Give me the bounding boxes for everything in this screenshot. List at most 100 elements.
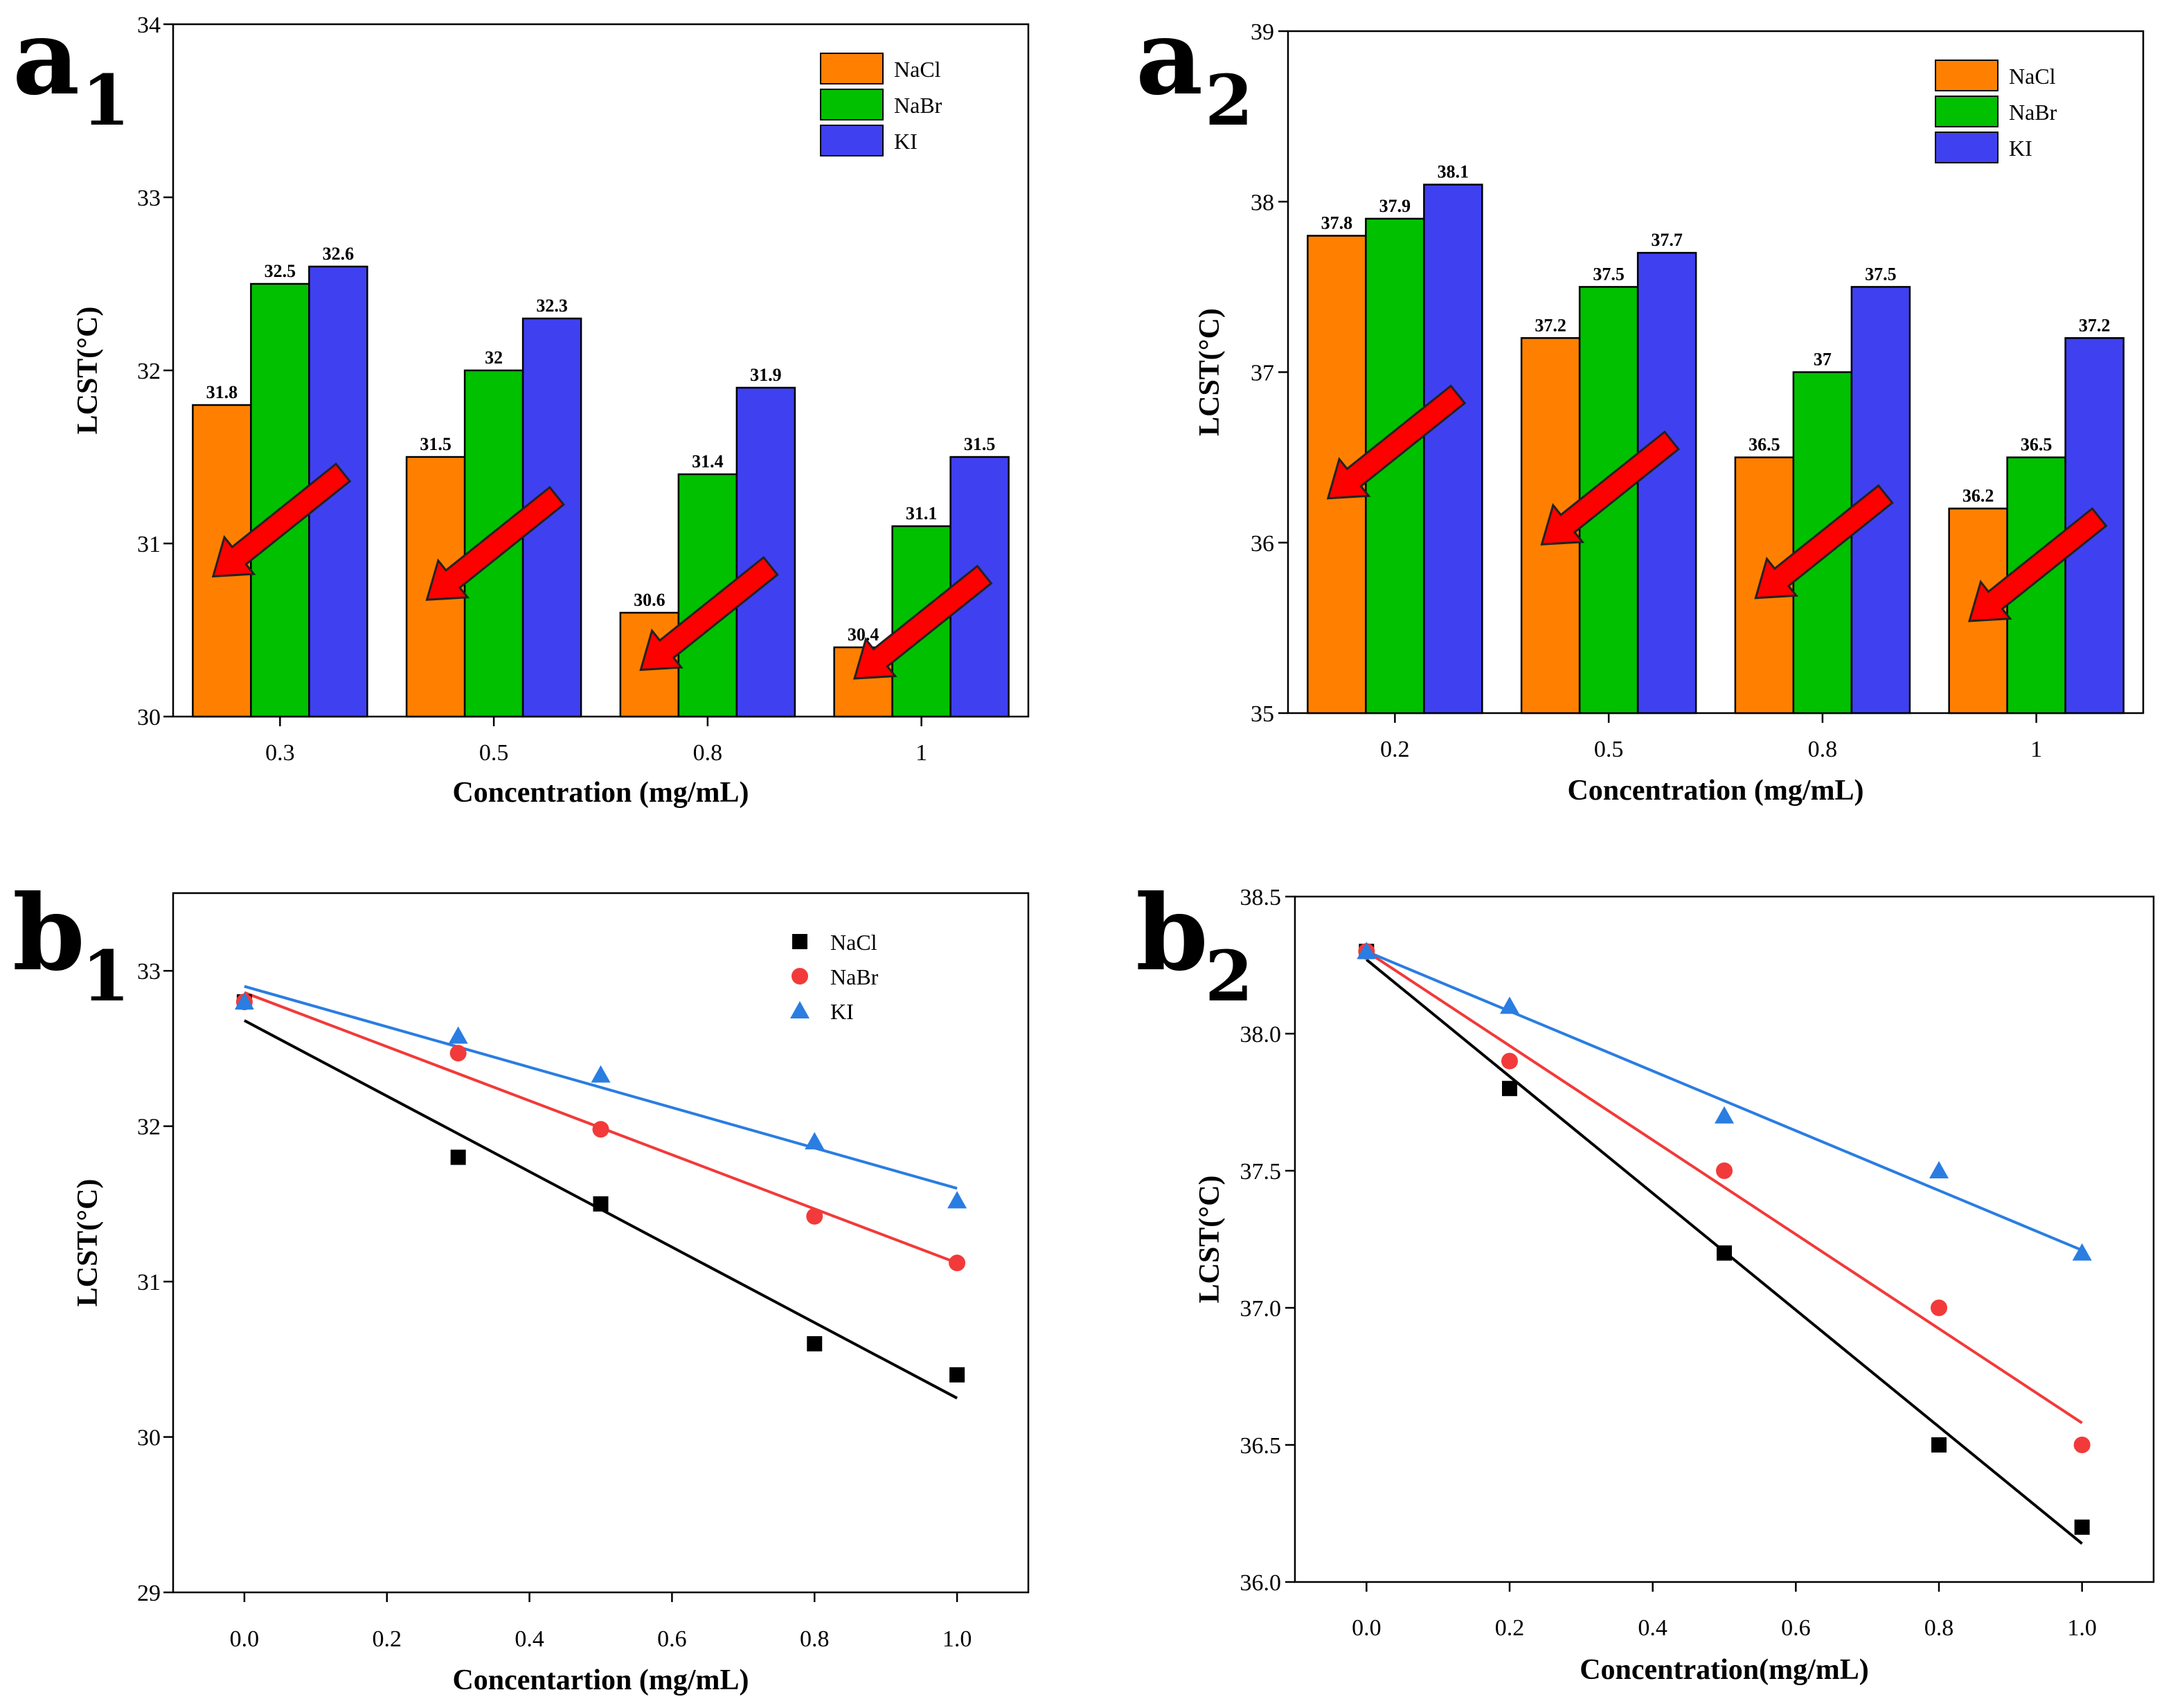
down-left-arrow-icon — [639, 555, 779, 672]
panel-subscript: 1 — [82, 935, 130, 1017]
legend-swatch-NaCl — [1935, 60, 1998, 91]
data-point-KI — [1357, 942, 1377, 960]
x-tick-label: 0.4 — [515, 1626, 544, 1652]
data-point-KI — [805, 1132, 825, 1150]
legend-label: KI — [830, 999, 854, 1024]
y-tick-label: 35 — [1251, 701, 1274, 727]
down-left-arrow-icon — [1326, 384, 1467, 500]
data-point-NaBr — [806, 1207, 823, 1225]
y-axis-title: LCST(°C) — [1194, 1176, 1226, 1304]
legend-marker-NaBr — [792, 968, 808, 985]
y-tick-label: 37 — [1251, 361, 1274, 386]
data-point-KI — [1929, 1161, 1949, 1178]
legend-label: KI — [894, 129, 918, 154]
legend-label: NaBr — [830, 964, 879, 989]
y-axis-title: LCST(°C) — [72, 1179, 104, 1307]
legend-swatch-KI — [820, 125, 884, 156]
fit-line-KI — [1366, 950, 2083, 1252]
x-category-label: 1 — [915, 740, 927, 766]
data-point-NaCl — [949, 1367, 965, 1383]
down-left-arrow-icon — [1967, 507, 2108, 622]
panel-subscript: 1 — [82, 60, 130, 141]
data-point-NaCl — [2074, 1519, 2090, 1535]
bar-value-label: 37.2 — [2079, 315, 2111, 335]
legend-marker-NaCl — [792, 934, 807, 949]
x-tick-label: 0.2 — [1495, 1615, 1525, 1641]
y-tick-label: 30 — [137, 705, 161, 730]
bar-value-label: 36.2 — [1962, 486, 1994, 506]
y-tick-label: 36.5 — [1240, 1433, 1282, 1459]
bar-value-label: 37.5 — [1593, 264, 1625, 284]
panel-letter: a — [12, 0, 80, 118]
legend-label: NaBr — [2009, 100, 2057, 125]
panel-subscript: 2 — [1205, 60, 1253, 141]
panel-b2: b2 36.0 36.5 37.0 37.5 38.0 38.5 LCST(°C) Concen… — [1136, 872, 2155, 1686]
data-point-NaBr — [1501, 1052, 1518, 1070]
y-tick-label: 37.0 — [1240, 1296, 1282, 1322]
y-tick-label: 33 — [137, 959, 161, 985]
x-tick-label: 0.2 — [373, 1626, 402, 1652]
panel-letter: b — [1136, 872, 1208, 994]
legend-marker-KI — [790, 1001, 810, 1018]
panel-a2: a 2 35 36 37 38 39 LCST(°C) Concentration (mg/mL… — [1136, 0, 2145, 807]
x-tick-label: 0.8 — [800, 1626, 830, 1652]
data-point-KI — [448, 1026, 468, 1044]
y-axis-title: LCST(°C) — [72, 307, 104, 435]
data-point-KI — [1715, 1106, 1734, 1124]
x-category-label: 0.8 — [693, 740, 723, 766]
legend-swatch-KI — [1935, 132, 1998, 163]
y-tick-label: 38.5 — [1240, 885, 1282, 910]
y-tick-label: 39 — [1251, 19, 1274, 45]
bar-value-label: 38.1 — [1438, 162, 1469, 182]
y-tick-label: 32 — [137, 1115, 161, 1140]
x-tick-label: 0.0 — [1352, 1615, 1381, 1641]
panel-letter: a — [1136, 0, 1203, 118]
down-left-arrow-icon — [211, 462, 352, 578]
bar-value-label: 32 — [485, 348, 503, 368]
bar-value-label: 37.7 — [1651, 230, 1683, 250]
x-category-label: 0.5 — [1594, 737, 1624, 762]
y-tick-label: 37.5 — [1240, 1159, 1282, 1185]
bar-KI — [1636, 251, 1697, 714]
data-point-NaBr — [1716, 1162, 1733, 1179]
x-axis-title: Concentartion (mg/mL) — [452, 1664, 749, 1696]
x-tick-label: 1.0 — [2067, 1615, 2097, 1641]
x-category-label: 0.8 — [1808, 737, 1838, 762]
panel-subscript: 2 — [1205, 935, 1253, 1017]
legend-label: NaCl — [894, 57, 941, 82]
bar-value-label: 36.5 — [2021, 435, 2053, 455]
bar-value-label: 37.9 — [1379, 196, 1411, 216]
x-tick-label: 0.8 — [1924, 1615, 1954, 1641]
y-tick-label: 36 — [1251, 531, 1274, 557]
x-tick-label: 0.4 — [1638, 1615, 1667, 1641]
data-point-KI — [1500, 996, 1519, 1014]
bar-value-label: 31.9 — [750, 365, 782, 385]
y-tick-label: 31 — [137, 1270, 161, 1295]
x-tick-label: 0.6 — [1781, 1615, 1811, 1641]
bar-value-label: 30.4 — [848, 624, 879, 645]
down-left-arrow-icon — [852, 564, 993, 680]
y-tick-label: 38 — [1251, 190, 1274, 215]
bar-value-label: 37 — [1814, 350, 1832, 370]
bar-value-label: 37.2 — [1535, 315, 1566, 335]
data-point-KI — [591, 1065, 611, 1083]
legend-swatch-NaCl — [820, 53, 884, 84]
down-left-arrow-icon — [1754, 484, 1894, 600]
plot-frame — [172, 892, 1030, 1594]
y-tick-label: 33 — [137, 186, 161, 211]
bar-value-label: 37.8 — [1321, 213, 1353, 233]
fit-line-NaBr — [1366, 950, 2083, 1424]
data-point-KI — [947, 1191, 967, 1209]
down-left-arrow-icon — [425, 485, 566, 601]
data-point-NaCl — [1717, 1245, 1732, 1261]
data-point-NaBr — [1931, 1300, 1947, 1316]
x-tick-label: 0.6 — [657, 1626, 687, 1652]
y-tick-label: 31 — [137, 532, 161, 557]
bar-KI — [735, 386, 796, 718]
plot-frame — [1294, 895, 2155, 1583]
bar-value-label: 31.5 — [964, 434, 996, 454]
x-category-label: 0.3 — [265, 740, 295, 766]
panel-b1: b1 29 30 31 32 33 LCST(°C) Concentartion (mg/mL… — [12, 872, 1030, 1696]
